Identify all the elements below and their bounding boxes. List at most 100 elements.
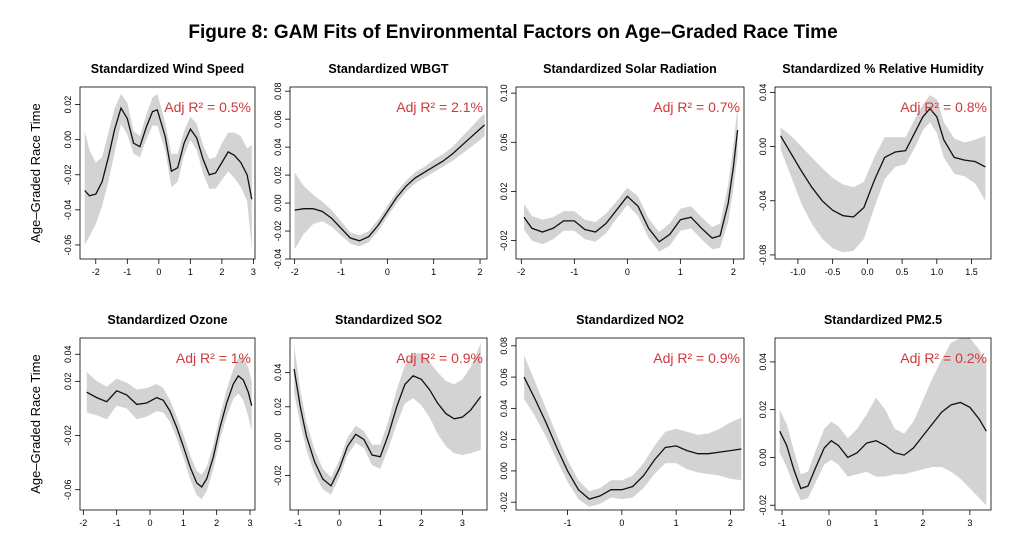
x-tick-label: 0	[337, 518, 342, 528]
confidence-band	[84, 94, 252, 249]
y-tick-label: -0.04	[273, 249, 283, 270]
figure-title: Figure 8: GAM Fits of Environmental Fact…	[188, 22, 838, 43]
x-tick-label: -1	[337, 267, 345, 277]
y-tick-label: 0.04	[758, 353, 768, 371]
panel-frame	[515, 86, 745, 260]
y-tick-label: -0.02	[63, 164, 73, 185]
y-axis-label: Age–Graded Race Time	[28, 103, 43, 242]
panel-frame	[774, 337, 992, 511]
fitted-curve	[523, 129, 739, 243]
x-tick-label: 0	[625, 267, 630, 277]
y-axis-label: Age–Graded Race Time	[28, 354, 43, 493]
confidence-band	[86, 357, 252, 500]
x-tick-label: 1	[873, 518, 878, 528]
y-tick-label: 0.04	[758, 84, 768, 102]
y-tick-label: 0.04	[273, 364, 283, 382]
confidence-band	[294, 113, 485, 250]
x-tick-label: 1	[378, 518, 383, 528]
x-tick-label: 1	[188, 267, 193, 277]
confidence-band	[524, 105, 738, 252]
y-tick-label: 0.02	[273, 166, 283, 184]
x-tick-label: 2	[920, 518, 925, 528]
x-tick-label: 0	[385, 267, 390, 277]
panel-5: Standardized Ozone -2 -1 0 1 2 3 -0.06 -0.02 0.02…	[28, 313, 256, 528]
panel-8: Standardized PM2.5 -1 0 1 2 3 -0.02 0.00 0.02 0.0…	[758, 313, 992, 528]
panel-title: Standardized Wind Speed	[91, 62, 244, 76]
y-tick-label: 0.04	[273, 138, 283, 156]
x-tick-label: -1	[570, 267, 578, 277]
panel-3: Standardized Solar Radiation -2 -1 0 1 2 -0.02…	[499, 62, 745, 277]
x-tick-label: 2	[219, 267, 224, 277]
y-tick-label: 0.08	[499, 337, 509, 355]
panel-6: Standardized SO2 -1 0 1 2 3 -0.02 0.00 0.02 0.04 A…	[273, 313, 488, 528]
panel-title: Standardized Solar Radiation	[543, 62, 717, 76]
x-tick-label: 0.0	[861, 267, 874, 277]
y-tick-label: 0.08	[273, 82, 283, 100]
confidence-band	[524, 355, 742, 507]
panel-1: Standardized Wind Speed -2 -1 0 1 2 3 -0.06 -0.0…	[28, 62, 256, 277]
panel-title: Standardized PM2.5	[824, 313, 942, 327]
y-tick-label: -0.02	[273, 465, 283, 486]
r2-annotation: Adj R² = 0.2%	[900, 350, 987, 366]
x-tick-label: -2	[291, 267, 299, 277]
x-tick-label: -0.5	[825, 267, 841, 277]
y-tick-label: 0.06	[273, 110, 283, 128]
x-tick-label: -2	[79, 518, 87, 528]
x-tick-label: -2	[92, 267, 100, 277]
y-tick-label: 0.02	[758, 401, 768, 419]
panel-title: Standardized NO2	[576, 313, 684, 327]
x-tick-label: 1	[181, 518, 186, 528]
y-tick-label: -0.06	[63, 479, 73, 500]
x-tick-label: 1	[678, 267, 683, 277]
y-tick-label: 0.06	[499, 134, 509, 152]
y-tick-label: -0.02	[499, 492, 509, 513]
panel-frame	[79, 86, 256, 260]
panel-frame	[79, 337, 256, 511]
r2-annotation: Adj R² = 2.1%	[396, 99, 483, 115]
x-tick-label: 1.0	[931, 267, 944, 277]
y-tick-label: -0.02	[758, 495, 768, 516]
x-tick-label: 2	[214, 518, 219, 528]
x-tick-label: 1	[431, 267, 436, 277]
confidence-band	[780, 95, 986, 253]
y-tick-label: 0.00	[758, 138, 768, 156]
y-tick-label: 0.00	[499, 462, 509, 480]
fitted-curve	[523, 376, 742, 500]
fitted-curve	[293, 368, 482, 487]
r2-annotation: Adj R² = 0.7%	[653, 99, 740, 115]
x-tick-label: 0	[826, 518, 831, 528]
r2-annotation: Adj R² = 0.9%	[396, 350, 483, 366]
y-tick-label: -0.04	[63, 200, 73, 221]
y-tick-label: 0.02	[63, 96, 73, 114]
x-tick-label: -2	[517, 267, 525, 277]
x-tick-label: -1	[778, 518, 786, 528]
panel-frame	[774, 86, 992, 260]
x-tick-label: 3	[967, 518, 972, 528]
y-tick-label: -0.02	[63, 425, 73, 446]
y-tick-label: 0.04	[63, 345, 73, 363]
fitted-curve	[86, 374, 253, 488]
x-tick-label: 2	[731, 267, 736, 277]
x-tick-label: 0.5	[896, 267, 909, 277]
x-tick-label: 3	[247, 518, 252, 528]
panel-frame	[515, 337, 745, 511]
y-tick-label: 0.04	[499, 400, 509, 418]
y-tick-label: -0.06	[63, 235, 73, 256]
y-tick-label: -0.02	[499, 230, 509, 251]
x-tick-label: -1	[113, 518, 121, 528]
fitted-curve	[780, 107, 986, 218]
r2-annotation: Adj R² = 0.9%	[653, 350, 740, 366]
panel-title: Standardized Ozone	[107, 313, 227, 327]
x-tick-label: 0	[619, 518, 624, 528]
y-tick-label: 0.02	[273, 398, 283, 416]
x-tick-label: 2	[419, 518, 424, 528]
panel-title: Standardized SO2	[335, 313, 442, 327]
x-tick-label: -1	[564, 518, 572, 528]
x-tick-label: 1	[674, 518, 679, 528]
x-tick-label: -1	[294, 518, 302, 528]
r2-annotation: Adj R² = 1%	[176, 350, 251, 366]
x-tick-label: 0	[156, 267, 161, 277]
y-tick-label: 0.00	[758, 449, 768, 467]
panel-4: Standardized % Relative Humidity -1.0 -0.5…	[758, 62, 992, 277]
